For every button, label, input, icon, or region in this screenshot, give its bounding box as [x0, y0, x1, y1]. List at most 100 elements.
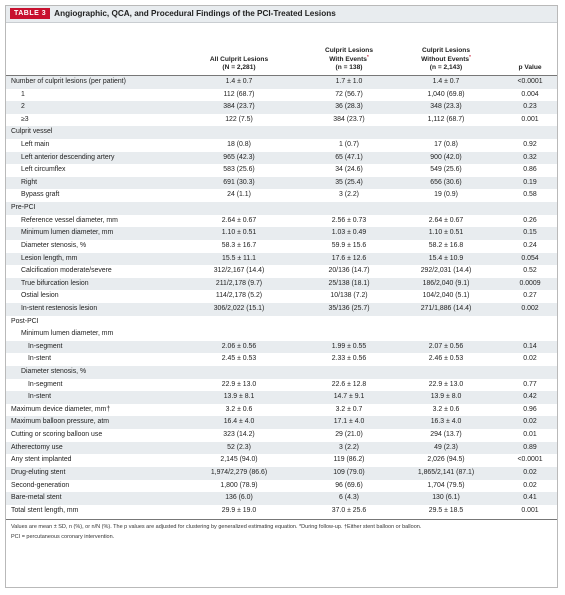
table-row: Number of culprit lesions (per patient) 1…: [6, 76, 557, 89]
header-with-events-line1: Culprit Lesions: [325, 47, 373, 55]
footnote-marker: *: [366, 53, 369, 59]
cell-p-value: 0.001: [521, 115, 539, 123]
cell-without-events: 13.9 ± 8.0: [430, 393, 462, 401]
cell-without-events: 29.5 ± 18.5: [428, 506, 464, 514]
cell-all-lesions: 312/2,167 (14.4): [213, 267, 265, 275]
header-without-events-line1: Culprit Lesions: [422, 47, 470, 55]
cell-with-events: 3 (2.2): [339, 191, 359, 199]
table-row: Left circumflex 583 (25.6) 34 (24.6) 549 (2…: [6, 164, 557, 177]
cell-with-events: 109 (79.0): [333, 468, 365, 476]
row-label: Calcification moderate/severe: [21, 267, 112, 275]
row-label: Any stent implanted: [11, 456, 72, 464]
row-label: In-segment: [28, 342, 63, 350]
cell-with-events: 59.9 ± 15.6: [331, 241, 367, 249]
header-with-events-text: With Events: [329, 55, 367, 63]
cell-all-lesions: 691 (30.3): [223, 178, 255, 186]
row-label: Total stent length, mm: [11, 506, 79, 514]
row-label: 2: [21, 103, 25, 111]
row-label: Diameter stenosis, %: [21, 241, 87, 249]
cell-all-lesions: 24 (1.1): [227, 191, 251, 199]
cell-p-value: 0.02: [523, 481, 537, 489]
table-row: Second-generation 1,800 (78.9) 96 (69.6) 1,…: [6, 480, 557, 493]
cell-without-events: 22.9 ± 13.0: [428, 380, 464, 388]
cell-p-value: 0.0009: [519, 279, 541, 287]
cell-p-value: 0.004: [521, 90, 539, 98]
cell-p-value: 0.23: [523, 103, 537, 111]
cell-p-value: 0.14: [523, 342, 537, 350]
cell-with-events: 17.1 ± 4.0: [333, 418, 365, 426]
cell-all-lesions: 136 (6.0): [225, 494, 253, 502]
table-row: Diameter stenosis, %: [6, 366, 557, 379]
row-label: Bypass graft: [21, 191, 60, 199]
header-without-events-text: Without Events: [421, 55, 470, 63]
cell-p-value: 0.01: [523, 431, 537, 439]
cell-all-lesions: 1.4 ± 0.7: [225, 78, 253, 85]
cell-with-events: 14.7 ± 9.1: [333, 393, 365, 401]
cell-with-events: 1.99 ± 0.55: [331, 342, 367, 350]
cell-without-events: 1,865/2,141 (87.1): [417, 468, 475, 476]
row-label: Reference vessel diameter, mm: [21, 216, 118, 224]
cell-with-events: 22.6 ± 12.8: [331, 380, 367, 388]
cell-p-value: 0.02: [523, 418, 537, 426]
cell-without-events: 900 (42.0): [430, 153, 462, 161]
cell-p-value: 0.52: [523, 267, 537, 275]
cell-with-events: 36 (28.3): [335, 103, 363, 111]
cell-with-events: 10/138 (7.2): [330, 292, 368, 300]
row-label: Maximum balloon pressure, atm: [11, 418, 110, 426]
row-label: Second-generation: [11, 481, 70, 489]
cell-with-events: 2.33 ± 0.56: [331, 355, 367, 363]
table-row: Bypass graft 24 (1.1) 3 (2.2) 19 (0.9) 0.58: [6, 189, 557, 202]
cell-all-lesions: 22.9 ± 13.0: [221, 380, 257, 388]
row-label: In-segment: [28, 380, 63, 388]
cell-all-lesions: 52 (2.3): [227, 443, 251, 451]
header-with-events-line2: With Events*: [304, 53, 394, 64]
cell-all-lesions: 211/2,178 (9.7): [215, 279, 263, 287]
row-label: Left circumflex: [21, 166, 66, 174]
header-all-lesions-title: All Culprit Lesions: [209, 55, 269, 63]
table-row: In-stent 13.9 ± 8.1 14.7 ± 9.1 13.9 ± 8.0 0.…: [6, 391, 557, 404]
footnote-line-2: PCI = percutaneous coronary intervention…: [11, 533, 115, 540]
table-row: ≥3 122 (7.5) 384 (23.7) 1,112 (68.7) 0.001: [6, 114, 557, 127]
cell-p-value: 0.32: [523, 153, 537, 161]
table-row: Minimum lumen diameter, mm: [6, 328, 557, 341]
cell-without-events: 348 (23.3): [430, 103, 462, 111]
table-row: Diameter stenosis, % 58.3 ± 16.7 59.9 ± 15…: [6, 240, 557, 253]
cell-all-lesions: 29.9 ± 19.0: [221, 506, 257, 514]
table-row: In-stent restenosis lesion 306/2,022 (15.…: [6, 302, 557, 316]
row-label: Culprit vessel: [11, 128, 53, 136]
cell-with-events: 20/136 (14.7): [328, 267, 370, 275]
header-p-value-title: p Value: [518, 63, 542, 71]
cell-p-value: 0.58: [523, 191, 537, 199]
cell-p-value: 0.002: [521, 304, 539, 312]
cell-without-events: 104/2,040 (5.1): [422, 292, 470, 300]
cell-with-events: 1 (0.7): [339, 141, 359, 149]
cell-without-events: 186/2,040 (9.1): [422, 279, 470, 287]
header-without-events-line2: Without Events*: [396, 54, 496, 64]
row-label: Post-PCI: [11, 317, 39, 325]
table-row: Left anterior descending artery 965 (42.3…: [6, 151, 557, 165]
row-label: Right: [21, 178, 38, 186]
cell-p-value: 0.77: [523, 380, 537, 388]
table-row: Bare-metal stent 136 (6.0) 6 (4.3) 130 (6.1…: [6, 492, 557, 505]
row-label: Pre-PCI: [11, 204, 36, 212]
cell-all-lesions: 3.2 ± 0.6: [225, 405, 253, 413]
row-label: Minimum lumen diameter, mm: [21, 330, 114, 338]
row-label: Bare-metal stent: [11, 494, 62, 502]
cell-all-lesions: 323 (14.2): [223, 431, 255, 439]
header-without-events: Culprit Lesions Without Events* (n = 2,1…: [396, 47, 496, 72]
cell-without-events: 271/1,886 (14.4): [420, 304, 472, 312]
table-row: In-segment 22.9 ± 13.0 22.6 ± 12.8 22.9 ± 1…: [6, 379, 557, 392]
header-all-lesions: All Culprit Lesions (N = 2,281): [176, 56, 302, 72]
row-label: Lesion length, mm: [21, 254, 78, 262]
table-row: Total stent length, mm 29.9 ± 19.0 37.0 ± …: [6, 505, 557, 518]
cell-without-events: 15.4 ± 10.9: [428, 254, 464, 262]
cell-p-value: 0.41: [523, 494, 537, 502]
cell-with-events: 17.6 ± 12.6: [331, 254, 367, 262]
cell-all-lesions: 2.64 ± 0.67: [221, 216, 257, 224]
cell-with-events: 37.0 ± 25.6: [331, 506, 367, 514]
row-label: In-stent restenosis lesion: [21, 304, 98, 312]
row-label: In-stent: [28, 355, 51, 363]
cell-p-value: 0.24: [523, 241, 537, 249]
cell-all-lesions: 18 (0.8): [227, 141, 251, 149]
cell-all-lesions: 965 (42.3): [223, 153, 255, 161]
